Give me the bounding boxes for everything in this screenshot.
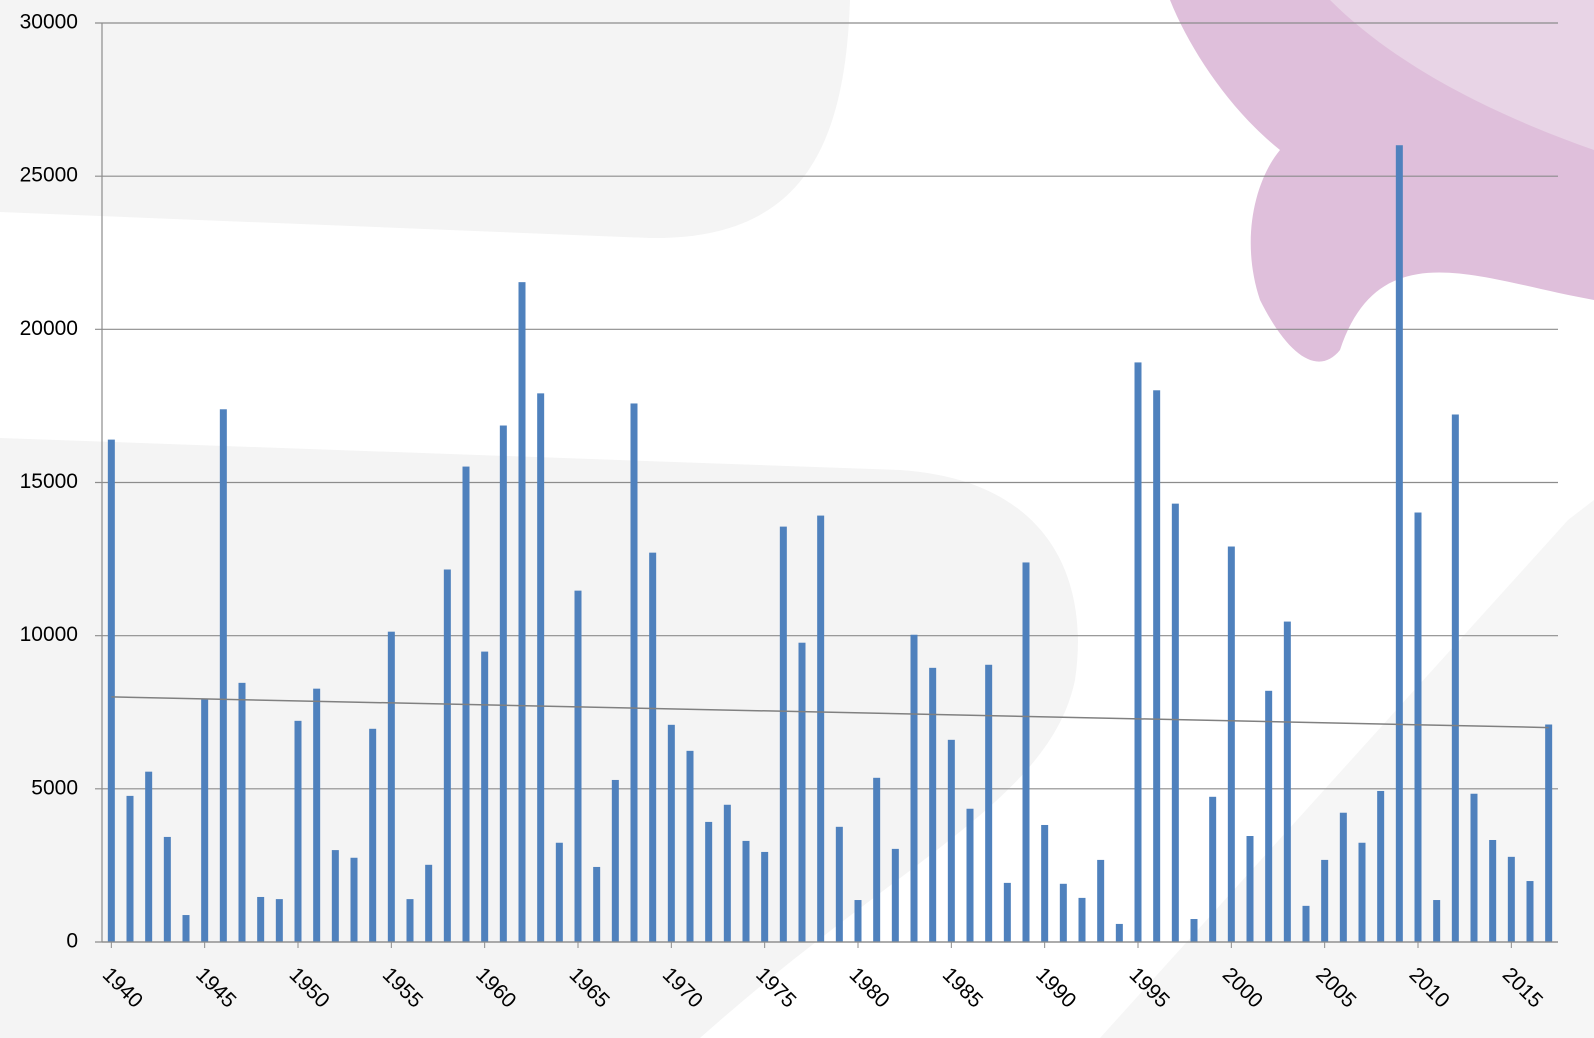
bar <box>1470 793 1478 942</box>
trend-line <box>111 696 1549 729</box>
bar <box>574 590 582 942</box>
bar <box>1153 390 1161 942</box>
bar <box>1134 362 1142 942</box>
bar <box>331 850 339 942</box>
bar <box>891 848 899 942</box>
bar <box>742 840 750 942</box>
bar <box>798 642 806 942</box>
bar <box>1078 897 1086 942</box>
bar <box>985 664 993 942</box>
bar <box>1097 859 1105 942</box>
bar <box>1433 900 1441 942</box>
bar <box>1265 690 1273 942</box>
bar <box>1414 512 1422 942</box>
bar <box>1545 724 1553 942</box>
bar <box>1115 923 1123 942</box>
bar <box>1283 621 1291 942</box>
bar <box>779 526 787 942</box>
bar <box>443 569 451 942</box>
y-tick-label: 15000 <box>20 470 78 493</box>
bar <box>126 795 134 942</box>
bar <box>1395 145 1403 943</box>
bar <box>219 409 227 942</box>
y-tick-label: 25000 <box>20 164 78 187</box>
bar <box>723 804 731 942</box>
bar <box>1003 882 1011 942</box>
bar <box>705 821 713 942</box>
bar <box>1489 839 1497 942</box>
bar <box>1059 883 1067 942</box>
bar <box>1041 824 1049 942</box>
bar <box>369 728 377 942</box>
y-tick-label: 30000 <box>20 11 78 34</box>
bar <box>387 631 395 942</box>
bar <box>686 750 694 942</box>
bar <box>145 771 153 942</box>
bar <box>929 667 937 942</box>
bar <box>649 552 657 942</box>
bar <box>1227 546 1235 942</box>
bar <box>518 282 526 943</box>
bar <box>257 896 265 942</box>
bar <box>107 439 115 942</box>
bar <box>761 851 769 942</box>
bar <box>555 842 563 942</box>
y-tick-label: 0 <box>66 930 78 953</box>
bar <box>630 403 638 942</box>
y-tick-label: 5000 <box>31 776 78 799</box>
bar <box>537 393 545 942</box>
y-tick-label: 20000 <box>20 317 78 340</box>
bar <box>163 836 171 942</box>
bar <box>1321 859 1329 942</box>
bar <box>182 915 190 942</box>
bar <box>425 864 433 942</box>
bar <box>873 777 881 942</box>
bar <box>593 866 601 942</box>
bar <box>1022 562 1030 942</box>
bar <box>966 808 974 942</box>
x-tick-label: 1980 <box>845 963 894 1012</box>
bar <box>1190 919 1198 942</box>
bar <box>406 899 414 942</box>
bar <box>1526 881 1534 942</box>
bar <box>1339 812 1347 942</box>
bar <box>817 515 825 942</box>
bar <box>481 651 489 942</box>
y-tick-label: 10000 <box>20 623 78 646</box>
bar <box>1358 842 1366 942</box>
bar <box>499 425 507 943</box>
bar <box>275 899 283 942</box>
bar <box>1302 905 1310 942</box>
x-tick-label: 1990 <box>1031 963 1080 1012</box>
bar <box>947 739 955 942</box>
bar <box>350 857 358 942</box>
x-tick-label: 1985 <box>938 963 987 1012</box>
bar <box>238 682 246 942</box>
bar <box>201 698 209 942</box>
bar <box>667 724 675 942</box>
bar <box>1377 790 1385 942</box>
bar <box>1246 836 1254 942</box>
bar <box>1209 796 1217 942</box>
bar <box>835 826 843 942</box>
bar <box>294 720 302 942</box>
bar <box>1507 856 1515 942</box>
bar <box>313 688 321 942</box>
bar <box>854 900 862 942</box>
bar <box>910 634 918 942</box>
bar <box>1171 503 1179 942</box>
bar <box>1451 414 1459 942</box>
bar <box>611 779 619 942</box>
